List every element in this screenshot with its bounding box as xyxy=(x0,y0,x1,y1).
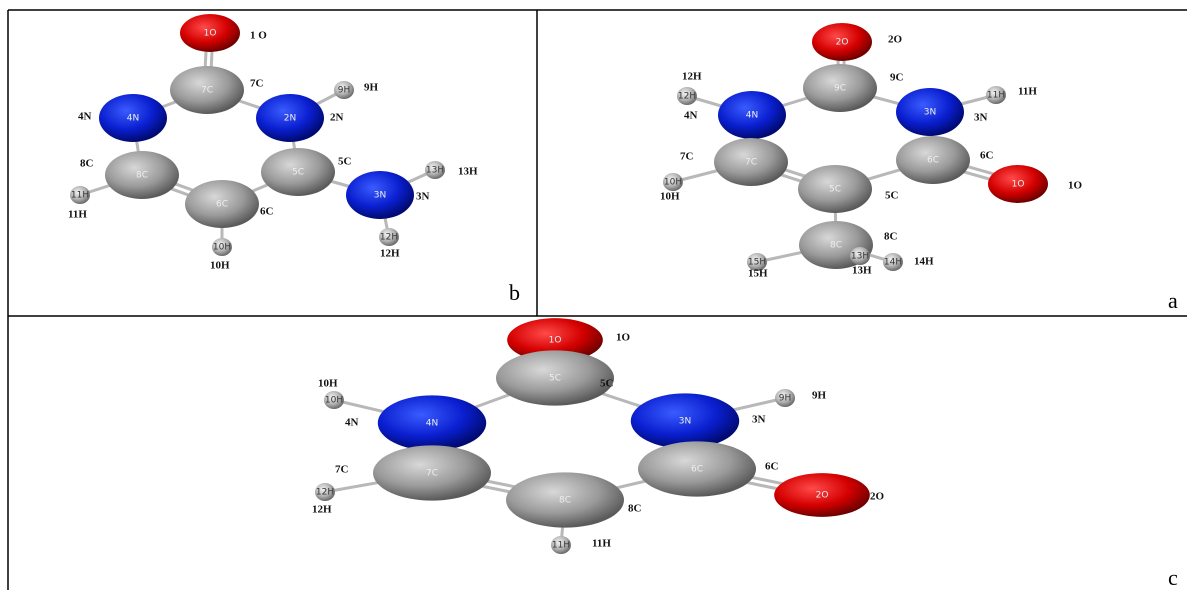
atom-symbol: 5C xyxy=(549,374,561,384)
atom-tag: 7C xyxy=(335,464,349,476)
atom-symbol: 10H xyxy=(213,243,231,253)
atom-tag: 8C xyxy=(80,158,94,170)
atom-symbol: 1O xyxy=(204,29,217,39)
atom-tag: 14H xyxy=(914,256,934,268)
atom-tag: 9H xyxy=(812,390,827,402)
atom-tag: 1 O xyxy=(250,30,267,42)
atom-tag: 1O xyxy=(616,332,631,344)
atom-symbol: 8C xyxy=(830,241,842,251)
atom-tag: 8C xyxy=(628,503,642,515)
atom-symbol: 9C xyxy=(834,84,846,94)
atom-symbol: 3N xyxy=(924,108,936,118)
atom-tag: 11H xyxy=(68,209,87,221)
atom-tag: 2N xyxy=(330,112,344,124)
atom-tag: 6C xyxy=(980,150,994,162)
atom-symbol: 6C xyxy=(927,156,939,166)
atom-tag: 6C xyxy=(765,461,779,473)
atom-symbol: 13H xyxy=(851,252,869,262)
atom-symbol: 2O xyxy=(836,38,849,48)
atom-tag: 7C xyxy=(680,151,694,163)
atom-tag: 12H xyxy=(312,504,332,516)
atom-symbol: 5C xyxy=(829,185,841,195)
atom-tag: 10H xyxy=(210,260,230,272)
atom-tag: 13H xyxy=(458,166,478,178)
atom-symbol: 7C xyxy=(201,86,213,96)
atom-tag: 5C xyxy=(885,190,899,202)
atom-tag: 2O xyxy=(870,491,885,503)
atom-symbol: 12H xyxy=(380,233,398,243)
atom-symbol: 10H xyxy=(325,396,343,406)
atom-tag: 3N xyxy=(974,112,988,124)
atom-symbol: 7C xyxy=(426,469,438,479)
atom-symbol: 6C xyxy=(691,465,703,475)
atom-symbol: 12H xyxy=(316,488,334,498)
atom-symbol: 7C xyxy=(745,158,757,168)
atom-symbol: 1O xyxy=(549,336,562,346)
atom-tag: 13H xyxy=(852,265,872,277)
atom-symbol: 6C xyxy=(216,200,228,210)
atom-tag: 5C xyxy=(338,156,352,168)
atom-tag: 5C xyxy=(600,378,614,390)
atom-tag: 10H xyxy=(660,191,680,203)
atom-symbol: 11H xyxy=(987,91,1005,101)
atom-symbol: 13H xyxy=(426,166,444,176)
panel-label: c xyxy=(1168,565,1178,590)
atom-symbol: 5C xyxy=(292,168,304,178)
atom-symbol: 2O xyxy=(816,491,829,501)
atom-symbol: 14H xyxy=(884,258,902,268)
atom-tag: 9C xyxy=(890,72,904,84)
atom-tag: 7C xyxy=(250,78,264,90)
atom-tag: 11H xyxy=(1018,86,1037,98)
atom-symbol: 10H xyxy=(664,178,682,188)
atom-tag: 8C xyxy=(884,231,898,243)
atom-tag: 15H xyxy=(748,268,768,280)
atom-tag: 2O xyxy=(888,34,903,46)
panel-label: b xyxy=(509,280,520,305)
atom-tag: 11H xyxy=(592,538,611,550)
atom-symbol: 4N xyxy=(127,114,139,124)
atom-tag: 4N xyxy=(78,111,92,123)
atom-symbol: 4N xyxy=(746,111,758,121)
atom-symbol: 11H xyxy=(71,191,89,201)
atom-symbol: 11H xyxy=(552,541,570,551)
atom-tag: 3N xyxy=(416,191,430,203)
atom-symbol: 12H xyxy=(678,92,696,102)
atom-tag: 12H xyxy=(682,71,702,83)
atom-tag: 6C xyxy=(260,206,274,218)
atom-tag: 12H xyxy=(380,248,400,260)
atom-symbol: 8C xyxy=(136,171,148,181)
atom-symbol: 3N xyxy=(679,417,691,427)
atom-symbol: 4N xyxy=(426,419,438,429)
atom-symbol: 2N xyxy=(284,114,296,124)
atom-tag: 3N xyxy=(752,414,766,426)
atom-symbol: 1O xyxy=(1012,180,1025,190)
atom-tag: 1O xyxy=(1068,180,1083,192)
atom-tag: 9H xyxy=(364,82,379,94)
atom-tag: 10H xyxy=(318,378,338,390)
atom-symbol: 15H xyxy=(748,258,766,268)
atom-symbol: 3N xyxy=(374,191,386,201)
panel-label: a xyxy=(1168,288,1178,313)
atom-symbol: 9H xyxy=(779,394,792,404)
atom-symbol: 8C xyxy=(559,496,571,506)
atom-symbol: 9H xyxy=(338,86,351,96)
atom-tag: 4N xyxy=(684,110,698,122)
atom-tag: 4N xyxy=(345,417,359,429)
figure: b a c 1O 1 O 7C 7C 9H 9H 4N 4N 2N 2N 8C 8C 5C 5C 13H 13… xyxy=(0,0,1187,590)
